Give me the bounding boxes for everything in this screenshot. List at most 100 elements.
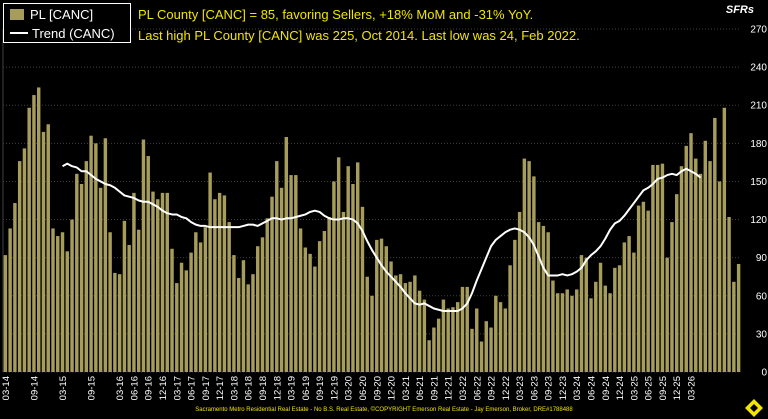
bar bbox=[684, 145, 688, 372]
bar bbox=[703, 140, 708, 372]
bar bbox=[384, 246, 388, 372]
x-tick-label: 06-24 bbox=[587, 376, 598, 400]
bar bbox=[27, 107, 31, 372]
bar bbox=[132, 192, 136, 372]
bar bbox=[636, 205, 641, 372]
bar bbox=[160, 192, 165, 372]
bar bbox=[336, 157, 341, 372]
bar bbox=[613, 267, 617, 372]
bar bbox=[346, 166, 350, 372]
bar bbox=[189, 252, 193, 372]
bar bbox=[436, 318, 441, 372]
bar bbox=[432, 327, 436, 372]
bar bbox=[727, 217, 731, 372]
x-tick-label: 12-24 bbox=[615, 376, 626, 400]
bar bbox=[622, 242, 627, 372]
bar bbox=[79, 183, 84, 372]
bar bbox=[227, 222, 231, 372]
bar bbox=[322, 230, 327, 372]
bar bbox=[217, 192, 222, 372]
legend-item-trend: Trend (CANC) bbox=[10, 25, 115, 41]
bar bbox=[575, 289, 579, 372]
bar bbox=[136, 229, 141, 372]
x-tick-label: 06-18 bbox=[244, 376, 255, 400]
bar bbox=[194, 232, 198, 372]
bar bbox=[551, 280, 555, 372]
bar bbox=[36, 87, 41, 372]
x-tick-label: 09-23 bbox=[544, 376, 555, 400]
bar bbox=[332, 181, 336, 372]
bar bbox=[694, 158, 698, 372]
bar bbox=[351, 183, 355, 372]
bar bbox=[365, 276, 369, 372]
bar bbox=[455, 302, 460, 372]
bar bbox=[736, 264, 741, 372]
bar bbox=[232, 255, 236, 372]
bar bbox=[270, 196, 274, 372]
x-tick-label: 03-19 bbox=[287, 376, 298, 400]
x-tick-label: 03-14 bbox=[1, 376, 12, 400]
x-tick-label: 03-15 bbox=[58, 376, 69, 400]
bar bbox=[379, 238, 384, 372]
bar bbox=[84, 161, 89, 372]
bar bbox=[70, 219, 74, 372]
bar bbox=[660, 163, 665, 372]
bar bbox=[627, 236, 631, 372]
bar bbox=[246, 284, 250, 372]
bar bbox=[527, 161, 531, 372]
y-tick-label: 90 bbox=[756, 253, 768, 264]
x-tick-label: 09-21 bbox=[429, 376, 440, 400]
bar bbox=[8, 228, 12, 372]
bar bbox=[522, 158, 527, 372]
bar bbox=[460, 286, 465, 372]
x-tick-label: 09-16 bbox=[144, 376, 155, 400]
bar bbox=[503, 308, 508, 372]
property-type-label: SFRs bbox=[725, 4, 754, 16]
bar bbox=[208, 172, 212, 372]
bar bbox=[722, 107, 727, 372]
bar bbox=[651, 164, 655, 372]
x-tick-label: 06-17 bbox=[187, 376, 198, 400]
bar bbox=[117, 274, 122, 372]
bar bbox=[41, 131, 46, 372]
y-tick-label: 150 bbox=[750, 177, 767, 188]
bar bbox=[265, 218, 269, 372]
bar bbox=[555, 293, 560, 372]
legend-bar-label: PL [CANC] bbox=[30, 6, 94, 22]
bar bbox=[279, 187, 284, 372]
bar bbox=[617, 265, 622, 372]
bar bbox=[260, 237, 265, 372]
legend-bar-swatch bbox=[10, 8, 24, 20]
x-tick-label: 03-25 bbox=[629, 376, 640, 400]
bar bbox=[236, 277, 241, 372]
bar bbox=[170, 248, 174, 372]
bar bbox=[370, 295, 374, 372]
bar bbox=[60, 232, 65, 372]
bar bbox=[570, 295, 574, 372]
bar bbox=[156, 199, 160, 372]
bar bbox=[298, 228, 303, 372]
x-tick-label: 12-18 bbox=[272, 376, 283, 400]
y-tick-label: 210 bbox=[750, 101, 767, 112]
bar bbox=[608, 293, 612, 372]
trend-series bbox=[62, 162, 702, 313]
x-tick-label: 03-18 bbox=[229, 376, 240, 400]
x-tick-label: 06-22 bbox=[472, 376, 483, 400]
bar bbox=[127, 244, 131, 372]
bar bbox=[75, 173, 79, 372]
bar bbox=[498, 302, 503, 372]
bar bbox=[108, 232, 112, 372]
bar bbox=[122, 220, 127, 372]
bar bbox=[713, 117, 717, 372]
x-tick-label: 09-18 bbox=[258, 376, 269, 400]
bar bbox=[46, 124, 50, 373]
bar bbox=[565, 289, 569, 372]
y-tick-label: 30 bbox=[756, 329, 768, 340]
bar bbox=[479, 341, 484, 372]
bar bbox=[470, 328, 474, 372]
bar bbox=[251, 274, 255, 372]
bar bbox=[494, 295, 498, 372]
bar bbox=[417, 290, 422, 372]
y-tick-label: 60 bbox=[756, 291, 768, 302]
